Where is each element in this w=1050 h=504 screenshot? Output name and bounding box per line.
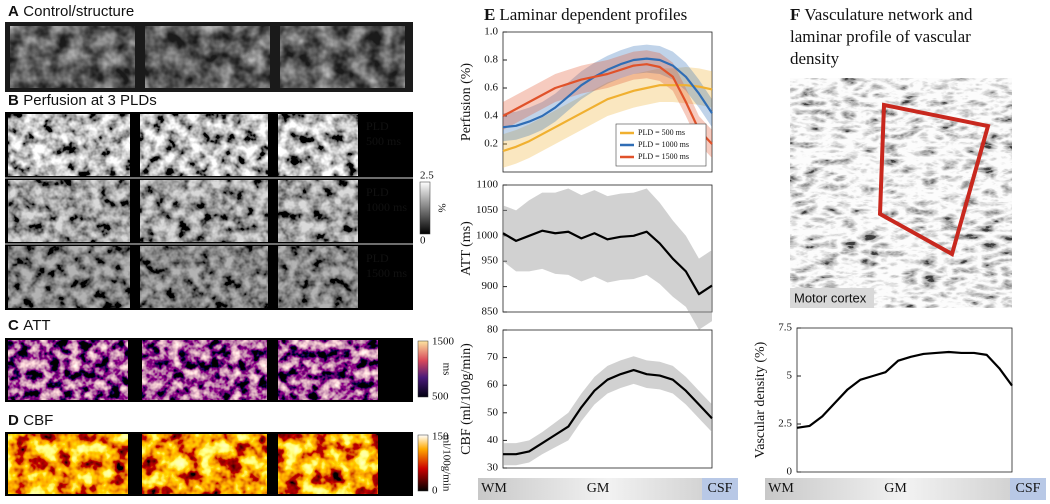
y-tick-label: 40 bbox=[487, 434, 499, 446]
y-axis-label: Perfusion (%) bbox=[459, 63, 474, 141]
panel-title: density bbox=[790, 49, 840, 68]
vasculature-image bbox=[790, 78, 1012, 308]
panel-title-text: CBF bbox=[23, 412, 53, 429]
pld-label: 500 ms bbox=[366, 134, 401, 148]
colorbar bbox=[417, 434, 429, 492]
plot-frame bbox=[502, 184, 713, 313]
panel-letter: A bbox=[8, 3, 19, 20]
data-line bbox=[502, 63, 713, 145]
y-tick-label: 0 bbox=[787, 466, 793, 478]
region-label: GM bbox=[884, 481, 907, 496]
y-tick-label: 5 bbox=[787, 370, 793, 382]
y-tick-label: 70 bbox=[487, 351, 499, 363]
panel-title: E Laminar dependent profiles bbox=[484, 5, 687, 24]
pld-label: 1500 ms bbox=[366, 266, 407, 280]
colorbar bbox=[419, 181, 431, 235]
region-label: CSF bbox=[708, 481, 733, 496]
colorbar-unit: ml/100g/min bbox=[440, 435, 452, 492]
panel-title-text: laminar profile of vascular bbox=[790, 27, 971, 46]
colorbar-max: 1500 bbox=[432, 336, 455, 348]
panel-title-text: ATT bbox=[23, 317, 50, 334]
data-line bbox=[503, 368, 713, 456]
region-label: WM bbox=[481, 481, 507, 496]
y-tick-label: 1000 bbox=[476, 229, 499, 241]
legend-label: PLD = 500 ms bbox=[638, 128, 685, 137]
y-tick-label: 60 bbox=[487, 379, 499, 391]
data-line bbox=[796, 350, 1013, 429]
y-tick-label: 80 bbox=[487, 324, 499, 336]
y-tick-label: 0.8 bbox=[484, 54, 498, 66]
image-strip-a bbox=[5, 22, 413, 92]
y-axis-label: CBF (ml/100g/min) bbox=[459, 343, 474, 455]
colorbar-max: 2.5 bbox=[420, 170, 434, 182]
error-band bbox=[503, 356, 712, 466]
y-tick-label: 7.5 bbox=[778, 322, 792, 334]
panel-letter: B bbox=[8, 92, 19, 109]
panel-title: D CBF bbox=[8, 412, 53, 429]
data-line bbox=[502, 57, 713, 129]
panel-letter: D bbox=[8, 412, 19, 429]
colorbar-unit: % bbox=[435, 203, 447, 212]
region-csf bbox=[702, 478, 738, 500]
colorbar-min: 0 bbox=[420, 235, 426, 247]
y-tick-label: 30 bbox=[487, 462, 499, 474]
panel-title: C ATT bbox=[8, 317, 51, 334]
y-tick-label: 1050 bbox=[476, 204, 499, 216]
region-bar bbox=[478, 478, 738, 500]
region-label: CSF bbox=[1016, 481, 1041, 496]
plot-frame bbox=[796, 327, 1013, 473]
panel-title: laminar profile of vascular bbox=[790, 27, 971, 46]
y-tick-label: 950 bbox=[482, 255, 499, 267]
error-band bbox=[503, 44, 712, 142]
colorbar bbox=[417, 340, 429, 398]
error-band bbox=[503, 188, 712, 330]
y-axis-label: Vascular density (%) bbox=[753, 341, 768, 458]
panel-title-text: Perfusion at 3 PLDs bbox=[23, 92, 156, 109]
region-label: WM bbox=[768, 481, 794, 496]
panel-title: F Vasculature network and bbox=[790, 5, 973, 24]
region-bar bbox=[765, 478, 1046, 500]
panel-title-text: density bbox=[790, 49, 840, 68]
panel-title-text: Control/structure bbox=[23, 3, 134, 20]
y-tick-label: 2.5 bbox=[778, 418, 792, 430]
error-band bbox=[503, 67, 712, 168]
image-strip-d bbox=[5, 432, 413, 496]
colorbar-max: 150 bbox=[432, 431, 449, 443]
colorbar-min: 500 bbox=[432, 391, 449, 403]
image-label: Motor cortex bbox=[794, 290, 867, 305]
panel-letter: F bbox=[790, 5, 800, 24]
y-tick-label: 0.2 bbox=[484, 138, 498, 150]
panel-title: A Control/structure bbox=[8, 3, 134, 20]
legend-label: PLD = 1500 ms bbox=[638, 152, 689, 161]
y-tick-label: 850 bbox=[482, 306, 499, 318]
panel-title-text: Laminar dependent profiles bbox=[499, 5, 687, 24]
y-tick-label: 1.0 bbox=[484, 26, 498, 38]
y-tick-label: 50 bbox=[487, 406, 499, 418]
region-label: GM bbox=[587, 481, 610, 496]
y-axis-label: ATT (ms) bbox=[459, 221, 474, 276]
panel-title-text: Vasculature network and bbox=[804, 5, 973, 24]
pld-label: PLD bbox=[366, 185, 389, 199]
colorbar-unit: ms bbox=[440, 363, 452, 376]
image-strip-c bbox=[5, 338, 413, 402]
region-csf bbox=[1010, 478, 1046, 500]
y-tick-label: 1100 bbox=[476, 179, 498, 191]
error-band bbox=[503, 50, 712, 159]
legend-label: PLD = 1000 ms bbox=[638, 140, 689, 149]
data-line bbox=[502, 229, 713, 296]
y-tick-label: 0.6 bbox=[484, 82, 498, 94]
image-grid-b bbox=[5, 112, 413, 310]
panel-letter: E bbox=[484, 5, 495, 24]
pld-label: PLD bbox=[366, 251, 389, 265]
y-tick-label: 0.4 bbox=[484, 110, 498, 122]
panel-title: B Perfusion at 3 PLDs bbox=[8, 92, 157, 109]
pld-label: 1000 ms bbox=[366, 200, 407, 214]
colorbar-min: 0 bbox=[432, 485, 438, 497]
pld-label: PLD bbox=[366, 119, 389, 133]
panel-letter: C bbox=[8, 317, 19, 334]
y-tick-label: 900 bbox=[482, 280, 499, 292]
